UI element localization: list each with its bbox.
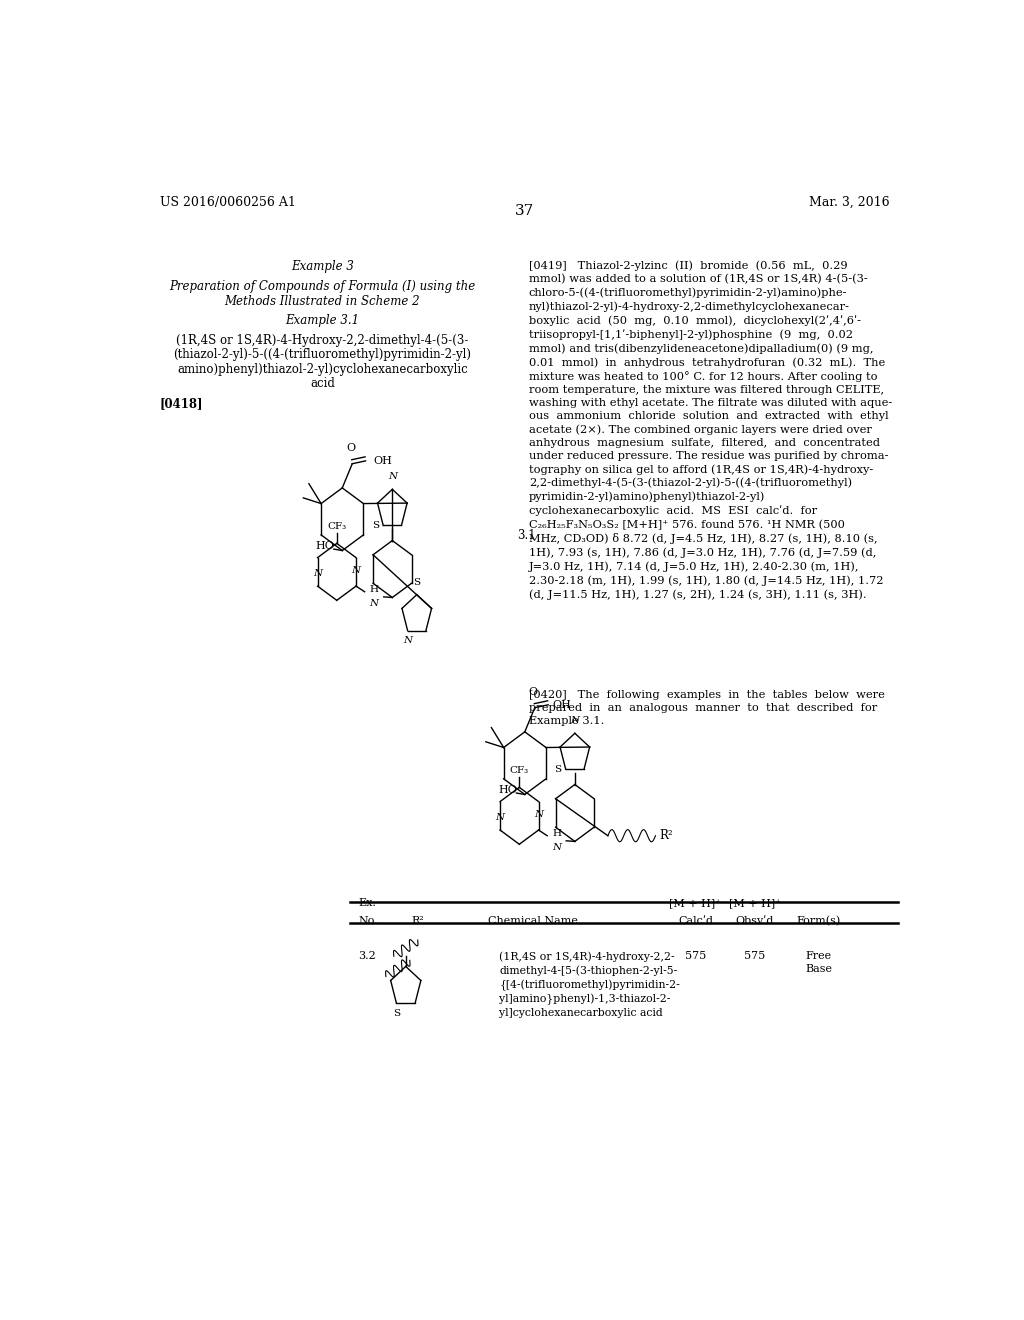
Text: No.: No. bbox=[358, 916, 378, 925]
Text: N: N bbox=[313, 569, 323, 578]
Text: Calcʹd: Calcʹd bbox=[678, 916, 713, 925]
Text: 37: 37 bbox=[515, 205, 535, 218]
Text: N: N bbox=[534, 809, 543, 818]
Text: Free
Base: Free Base bbox=[805, 952, 831, 974]
Text: S: S bbox=[393, 1010, 400, 1018]
Text: S: S bbox=[555, 764, 562, 774]
Text: N: N bbox=[370, 599, 379, 609]
Text: Obsvʹd: Obsvʹd bbox=[736, 916, 774, 925]
Text: N: N bbox=[403, 636, 413, 644]
Text: Methods Illustrated in Scheme 2: Methods Illustrated in Scheme 2 bbox=[224, 294, 420, 308]
Text: O: O bbox=[346, 444, 355, 453]
Text: S: S bbox=[372, 521, 379, 529]
Text: acid: acid bbox=[310, 378, 335, 389]
Text: OH: OH bbox=[552, 700, 571, 710]
Text: 575: 575 bbox=[744, 952, 766, 961]
Text: N: N bbox=[570, 717, 580, 725]
Text: Example 3.1: Example 3.1 bbox=[286, 314, 359, 327]
Text: amino)phenyl)thiazol-2-yl)cyclohexanecarboxylic: amino)phenyl)thiazol-2-yl)cyclohexanecar… bbox=[177, 363, 468, 376]
Text: CF₃: CF₃ bbox=[328, 523, 346, 531]
Text: N: N bbox=[351, 566, 360, 574]
Text: R²: R² bbox=[412, 916, 424, 925]
Text: (1R,4S or 1S,4R)-4-Hydroxy-2,2-dimethyl-4-(5-(3-: (1R,4S or 1S,4R)-4-Hydroxy-2,2-dimethyl-… bbox=[176, 334, 469, 347]
Text: Example 3: Example 3 bbox=[291, 260, 354, 273]
Text: H: H bbox=[552, 829, 561, 838]
Text: US 2016/0060256 A1: US 2016/0060256 A1 bbox=[160, 195, 296, 209]
Text: O: O bbox=[528, 686, 538, 697]
Text: (1R,4S or 1S,4R)-4-hydroxy-2,2-
dimethyl-4-[5-(3-thiophen-2-yl-5-
{[4-(trifluoro: (1R,4S or 1S,4R)-4-hydroxy-2,2- dimethyl… bbox=[500, 952, 680, 1019]
Text: N: N bbox=[552, 843, 561, 851]
Text: CF₃: CF₃ bbox=[510, 766, 528, 775]
Text: OH: OH bbox=[373, 455, 392, 466]
Text: Ex.: Ex. bbox=[358, 899, 376, 908]
Text: Form(s): Form(s) bbox=[797, 916, 841, 925]
Text: N: N bbox=[496, 813, 505, 822]
Text: 3.2: 3.2 bbox=[358, 952, 376, 961]
Text: (thiazol-2-yl)-5-((4-(trifluoromethyl)pyrimidin-2-yl): (thiazol-2-yl)-5-((4-(trifluoromethyl)py… bbox=[173, 348, 471, 362]
Text: HO: HO bbox=[315, 541, 335, 552]
Text: Preparation of Compounds of Formula (I) using the: Preparation of Compounds of Formula (I) … bbox=[169, 280, 475, 293]
Text: [0419]   Thiazol-2-ylzinc  (II)  bromide  (0.56  mL,  0.29
mmol) was added to a : [0419] Thiazol-2-ylzinc (II) bromide (0.… bbox=[528, 260, 892, 599]
Text: 575: 575 bbox=[685, 952, 707, 961]
Text: Chemical Name: Chemical Name bbox=[487, 916, 578, 925]
Text: R²: R² bbox=[659, 829, 673, 842]
Text: [0418]: [0418] bbox=[160, 397, 203, 411]
Text: [M + H]⁺: [M + H]⁺ bbox=[670, 899, 722, 908]
Text: 3.1: 3.1 bbox=[517, 529, 536, 543]
Text: [M + H]⁺: [M + H]⁺ bbox=[729, 899, 781, 908]
Text: N: N bbox=[388, 473, 397, 482]
Text: Mar. 3, 2016: Mar. 3, 2016 bbox=[809, 195, 890, 209]
Text: HO: HO bbox=[498, 785, 517, 795]
Text: H: H bbox=[370, 585, 379, 594]
Text: S: S bbox=[414, 578, 420, 586]
Text: [0420]   The  following  examples  in  the  tables  below  were
prepared  in  an: [0420] The following examples in the tab… bbox=[528, 690, 885, 726]
